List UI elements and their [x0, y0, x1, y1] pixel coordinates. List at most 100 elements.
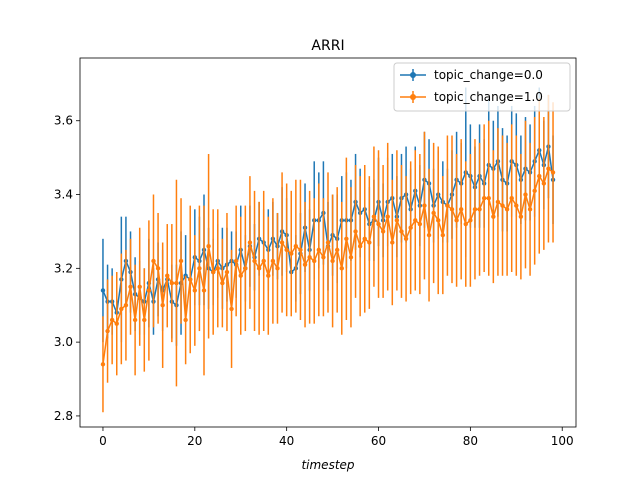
data-point [504, 207, 510, 212]
data-point [468, 218, 473, 223]
data-point [220, 280, 225, 286]
data-point [169, 280, 175, 286]
data-point [495, 199, 501, 205]
data-point [321, 255, 326, 260]
legend-entry-0: topic_change=0.0 [400, 68, 543, 82]
data-point [243, 266, 248, 271]
data-point [284, 247, 289, 253]
data-point [440, 232, 446, 238]
data-point [128, 284, 133, 289]
data-point [266, 273, 271, 278]
data-point [445, 203, 450, 208]
data-point [192, 288, 198, 293]
data-point [417, 221, 423, 227]
data-point [252, 258, 257, 264]
data-point [210, 269, 216, 275]
data-point [523, 192, 528, 197]
data-point [394, 218, 400, 223]
data-point [413, 218, 418, 223]
data-point [403, 236, 409, 242]
data-point [302, 262, 308, 267]
axes-frame [79, 57, 577, 428]
data-point [151, 258, 156, 264]
data-point [261, 258, 266, 264]
data-point [256, 266, 262, 271]
legend: topic_change=0.0 topic_change=1.0 [393, 62, 571, 112]
data-point [541, 181, 547, 186]
data-point [114, 321, 119, 326]
data-point [514, 203, 519, 208]
data-point [183, 273, 188, 278]
data-point [197, 266, 202, 271]
y-axis: 2.8 3.0 3.2 3.4 3.6 [54, 114, 80, 423]
data-point [279, 240, 285, 245]
data-point [155, 266, 161, 271]
data-point [422, 203, 427, 208]
legend-marker-dot [410, 94, 416, 100]
chart-title: ARRI [311, 38, 344, 54]
data-point [229, 306, 234, 312]
data-point [367, 240, 372, 245]
data-point [463, 221, 468, 227]
data-point [307, 255, 312, 260]
data-point [344, 236, 349, 242]
x-tick-label: 80 [463, 434, 478, 448]
data-point [339, 266, 344, 271]
data-point [458, 207, 464, 212]
data-point [385, 214, 390, 219]
x-axis: 0 20 40 60 80 100 [99, 427, 574, 448]
data-point [312, 258, 317, 264]
x-tick-label: 40 [279, 434, 294, 448]
data-point [201, 288, 207, 293]
plot-area [100, 87, 556, 413]
data-point [142, 317, 147, 323]
data-point [546, 166, 551, 171]
data-point [436, 218, 441, 223]
legend-box [393, 62, 571, 112]
data-point [454, 218, 459, 223]
data-point [353, 229, 358, 234]
data-point [206, 243, 211, 249]
data-point [532, 188, 537, 194]
y-tick-label: 3.2 [54, 261, 73, 275]
data-point [233, 258, 239, 264]
data-point [105, 328, 110, 334]
data-point [509, 196, 514, 201]
data-point [426, 232, 432, 238]
data-point [399, 229, 404, 234]
data-point [550, 170, 556, 175]
data-point [316, 247, 322, 253]
legend-label: topic_change=1.0 [434, 90, 543, 104]
y-tick-label: 3.6 [54, 114, 73, 128]
legend-entry-1: topic_change=1.0 [400, 90, 543, 104]
data-point [119, 306, 124, 312]
data-point [146, 288, 152, 293]
data-point [183, 317, 188, 323]
data-point [348, 255, 354, 260]
data-point [270, 258, 276, 264]
data-point [247, 240, 253, 245]
data-point [334, 247, 340, 253]
data-point [472, 207, 478, 212]
data-point [188, 277, 193, 282]
data-point [293, 243, 299, 249]
data-point [390, 240, 395, 245]
data-point [275, 266, 280, 271]
data-point [298, 247, 303, 253]
data-point [518, 214, 524, 219]
data-point [486, 196, 491, 201]
data-point [380, 229, 386, 234]
y-tick-label: 2.8 [54, 409, 73, 423]
data-point [330, 258, 335, 264]
data-point [527, 207, 533, 212]
data-point [431, 210, 436, 216]
x-tick-label: 0 [99, 434, 107, 448]
data-point [500, 203, 505, 208]
data-point [449, 207, 455, 212]
data-point [408, 225, 413, 230]
data-point [165, 273, 170, 278]
data-point [325, 240, 331, 245]
data-point [174, 280, 179, 286]
data-point [477, 207, 482, 212]
